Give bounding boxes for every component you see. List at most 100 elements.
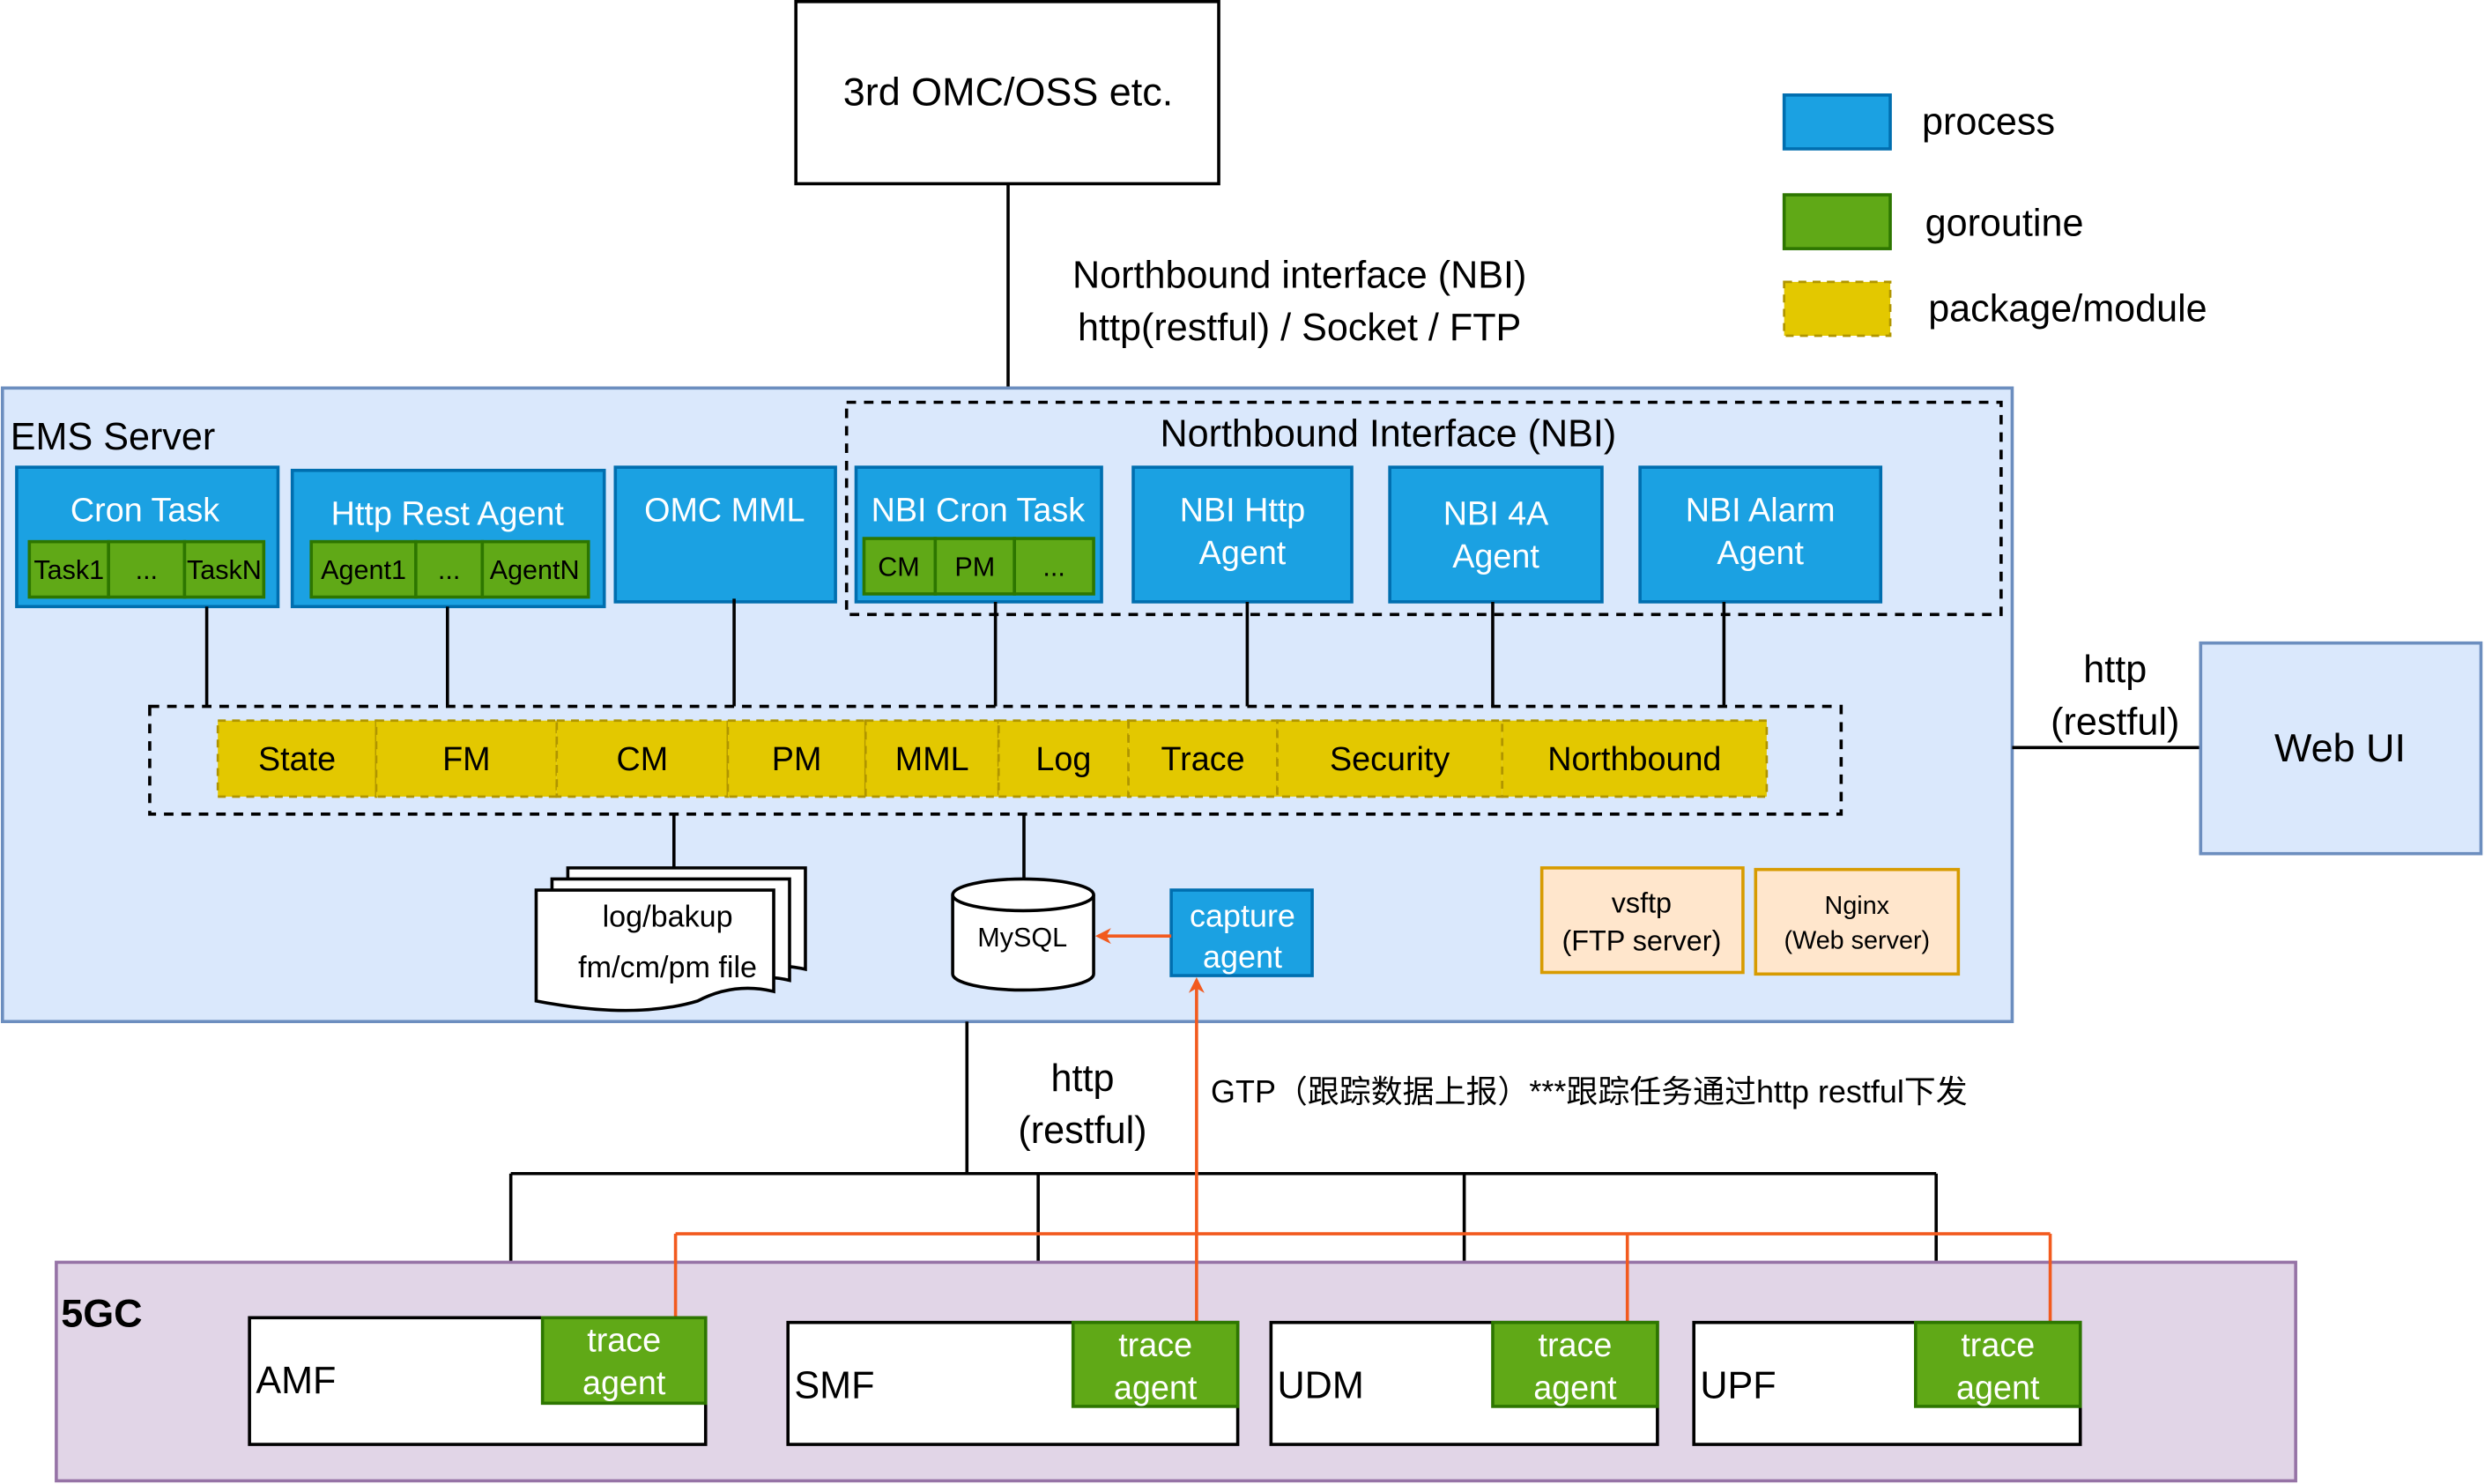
south-link-label-2: (restful) — [1018, 1109, 1146, 1152]
trace-agent-label-2: agent — [1956, 1369, 2040, 1406]
nf-name: AMF — [256, 1360, 336, 1402]
legend-package-swatch — [1783, 280, 1892, 338]
nbi-http-agent-process: NBI Http Agent — [1131, 465, 1354, 604]
vsftp-desc: (FTP server) — [1561, 925, 1721, 957]
oss-label: 3rd OMC/OSS etc. — [843, 70, 1173, 115]
http-rest-agent-process: Http Rest Agent Agent1 ... AgentN — [290, 468, 606, 609]
ems-title: EMS Server — [11, 416, 215, 458]
module-log: Log — [997, 719, 1130, 798]
omc-mml-process: OMC MML — [613, 465, 837, 604]
capture-agent-process: capture agent — [1169, 888, 1314, 977]
nf-upf: UPF trace agent — [1692, 1320, 2082, 1446]
ellipsis-label: ... — [438, 555, 460, 585]
http-rest-agent-title: Http Rest Agent — [331, 494, 565, 531]
trace-agent: trace agent — [1491, 1320, 1659, 1408]
log-files-storage: log/bakup fm/cm/pm file — [534, 866, 807, 1013]
process-module-connectors — [204, 598, 1726, 707]
module-cm: CM — [555, 719, 730, 798]
ellipsis-label: ... — [136, 555, 158, 585]
module-pm: PM — [726, 719, 867, 798]
nf-name: SMF — [794, 1365, 874, 1407]
capture-agent-title-2: agent — [1203, 939, 1282, 975]
nbi-4a-agent-process: NBI 4A Agent — [1388, 465, 1604, 604]
nbi-cron-task-process: NBI Cron Task CM PM ... — [854, 465, 1103, 604]
nbi-http-agent-title-2: Agent — [1199, 534, 1287, 571]
pm-label: PM — [954, 552, 995, 582]
nf-name: UDM — [1278, 1365, 1364, 1407]
modules-container — [148, 704, 1843, 816]
nbi-group — [844, 400, 2003, 617]
nbi-cron-task-title: NBI Cron Task — [872, 492, 1086, 529]
trace-connectors — [673, 976, 2052, 1323]
nbi-group-title: Northbound Interface (NBI) — [1160, 412, 1616, 455]
agent1-label: Agent1 — [321, 555, 406, 585]
module-label: Security — [1330, 740, 1450, 777]
goroutine-ellipsis — [414, 539, 485, 599]
mysql-label: MySQL — [977, 923, 1067, 953]
trace-agent-label: trace — [1538, 1326, 1612, 1363]
goroutine-agentn — [480, 539, 590, 599]
nginx-server: Nginx (Web server) — [1754, 867, 1961, 976]
legend-package-label: package/module — [1928, 287, 2207, 330]
cm-label: CM — [878, 552, 920, 582]
mysql-database: MySQL — [951, 877, 1095, 992]
nbi-alarm-agent-process: NBI Alarm Agent — [1638, 465, 1883, 604]
goroutine-ellipsis — [107, 539, 187, 599]
module-label: MML — [895, 740, 969, 777]
agentn-label: AgentN — [490, 555, 580, 585]
oss-box: 3rd OMC/OSS etc. — [794, 0, 1220, 186]
south-link-label: http — [1051, 1057, 1115, 1100]
nbi-alarm-agent-title-2: Agent — [1717, 534, 1804, 571]
omc-mml-title: OMC MML — [644, 492, 805, 529]
goroutine-cm — [862, 537, 938, 596]
module-fm: FM — [375, 719, 559, 798]
nbi-alarm-agent-title: NBI Alarm — [1686, 492, 1836, 529]
trace-agent-label: trace — [1118, 1326, 1192, 1363]
module-label: FM — [442, 740, 490, 777]
nf-udm: UDM trace agent — [1269, 1320, 1659, 1446]
modules-row: State FM CM PM MML Log Trace Security Northbound — [216, 719, 1769, 798]
module-label: PM — [772, 740, 822, 777]
module-label: State — [258, 740, 336, 777]
legend-process-swatch — [1782, 93, 1892, 151]
legend-goroutine-label: goroutine — [1925, 202, 2084, 244]
vsftp-server: vsftp (FTP server) — [1539, 866, 1745, 975]
task1-label: Task1 — [33, 555, 104, 585]
module-security: Security — [1276, 719, 1504, 798]
module-label: Trace — [1161, 740, 1245, 777]
legend: process goroutine package/module — [1782, 93, 2207, 338]
trace-agent-label-2: agent — [582, 1364, 666, 1401]
goroutine-taskn — [182, 539, 266, 599]
gtp-note: GTP（跟踪数据上报）***跟踪任务通过http restful下发 — [1211, 1073, 1968, 1109]
trace-agent-label-2: agent — [1114, 1369, 1198, 1406]
trace-agent: trace agent — [1914, 1320, 2082, 1408]
trace-agent: trace agent — [1071, 1320, 1240, 1408]
webui-link-label-2: (restful) — [2051, 701, 2179, 744]
module-label: Log — [1035, 740, 1091, 777]
cron-task-process: Cron Task Task1 ... TaskN — [15, 465, 280, 609]
trace-agent: trace agent — [540, 1316, 708, 1406]
nbi-http-agent-title: NBI Http — [1180, 492, 1306, 529]
nbi-4a-agent-title: NBI 4A — [1443, 494, 1549, 531]
web-ui-label: Web UI — [2274, 725, 2406, 770]
goroutine-pm — [933, 537, 1016, 596]
module-label: Northbound — [1547, 740, 1721, 777]
nf-smf: SMF trace agent — [786, 1320, 1240, 1446]
nbi-4a-agent-title-2: Agent — [1452, 538, 1539, 575]
nbi-link-label: Northbound interface (NBI) — [1072, 255, 1526, 297]
ems-server: EMS Server Northbound Interface (NBI) Cr… — [0, 386, 2014, 1024]
nginx-desc: (Web server) — [1784, 927, 1931, 955]
files-label-2: fm/cm/pm file — [578, 951, 757, 984]
web-ui-box: Web UI — [2199, 641, 2483, 856]
capture-agent-title: capture — [1190, 897, 1295, 933]
module-label: CM — [617, 740, 669, 777]
nf-name: UPF — [1700, 1365, 1776, 1407]
module-mml: MML — [864, 719, 1000, 798]
trace-agent-label: trace — [1961, 1326, 2035, 1363]
fivegc-title: 5GC — [61, 1290, 142, 1335]
module-state: State — [216, 719, 378, 798]
files-label: log/bakup — [603, 901, 733, 934]
goroutine-ellipsis — [1013, 537, 1095, 596]
